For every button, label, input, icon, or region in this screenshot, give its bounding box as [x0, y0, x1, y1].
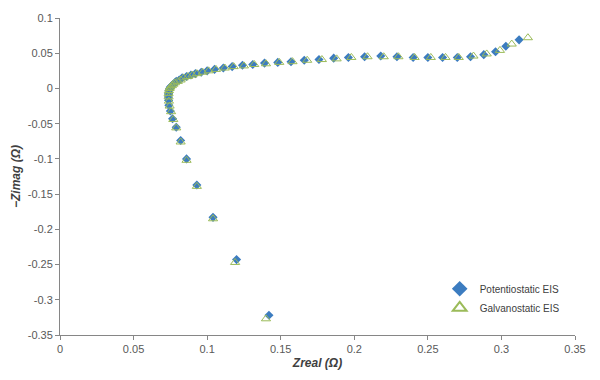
svg-text:-0.05: -0.05 [28, 118, 53, 130]
svg-text:0.3: 0.3 [494, 343, 509, 355]
svg-text:Galvanostatic EIS: Galvanostatic EIS [480, 303, 560, 314]
svg-text:0.05: 0.05 [123, 343, 144, 355]
svg-text:0.2: 0.2 [347, 343, 362, 355]
svg-text:−Zimag (Ω): −Zimag (Ω) [9, 145, 23, 208]
svg-text:-0.1: -0.1 [34, 153, 53, 165]
svg-text:0.25: 0.25 [417, 343, 438, 355]
svg-text:0.05: 0.05 [31, 47, 52, 59]
svg-text:Potentiostatic EIS: Potentiostatic EIS [480, 284, 559, 295]
svg-text:0.15: 0.15 [270, 343, 291, 355]
svg-text:0.1: 0.1 [38, 12, 53, 24]
svg-text:0.1: 0.1 [199, 343, 214, 355]
svg-text:-0.3: -0.3 [34, 294, 53, 306]
svg-text:0.35: 0.35 [564, 343, 585, 355]
svg-text:-0.15: -0.15 [28, 188, 53, 200]
svg-text:Zreal (Ω): Zreal (Ω) [292, 356, 342, 370]
svg-text:-0.35: -0.35 [28, 329, 53, 341]
svg-text:0: 0 [57, 343, 63, 355]
svg-text:-0.25: -0.25 [28, 258, 53, 270]
svg-text:-0.2: -0.2 [34, 223, 53, 235]
svg-text:0: 0 [47, 82, 53, 94]
